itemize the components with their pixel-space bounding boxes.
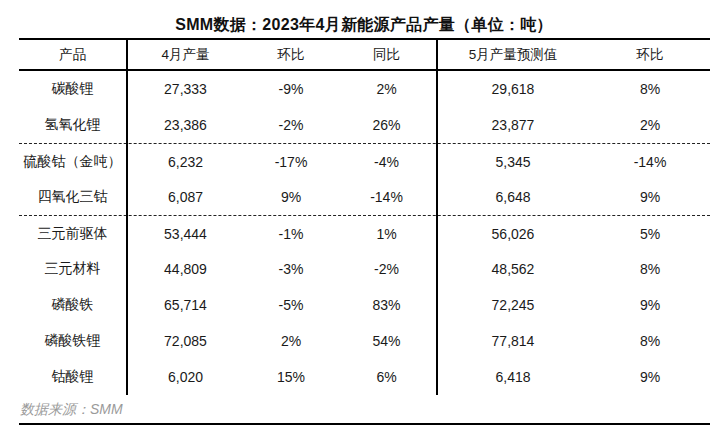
table-row: 磷酸铁锂 72,085 2% 54% 77,814 8% bbox=[19, 323, 710, 359]
may-mom-change: -14% bbox=[590, 154, 710, 170]
april-output: 44,809 bbox=[126, 261, 245, 277]
product-name: 碳酸锂 bbox=[19, 80, 126, 98]
may-forecast: 56,026 bbox=[436, 226, 590, 242]
april-output: 53,444 bbox=[126, 226, 245, 242]
yoy-change: 6% bbox=[337, 369, 436, 385]
header-product: 产品 bbox=[19, 46, 126, 64]
table-row: 钴酸锂 6,020 15% 6% 6,418 9% bbox=[19, 359, 710, 395]
april-output: 65,714 bbox=[126, 297, 245, 313]
bottom-divider bbox=[19, 423, 710, 425]
header-april-output: 4月产量 bbox=[126, 46, 245, 64]
product-name: 氢氧化锂 bbox=[19, 116, 126, 134]
may-mom-change: 9% bbox=[590, 297, 710, 313]
table-row: 三元材料 44,809 -3% -2% 48,562 8% bbox=[19, 251, 710, 287]
may-forecast: 6,418 bbox=[436, 369, 590, 385]
table-row: 碳酸锂 27,333 -9% 2% 29,618 8% bbox=[19, 71, 710, 107]
may-mom-change: 9% bbox=[590, 189, 710, 205]
column-divider-2 bbox=[436, 40, 438, 395]
may-mom-change: 5% bbox=[590, 226, 710, 242]
header-may-mom: 环比 bbox=[590, 46, 710, 64]
yoy-change: 54% bbox=[337, 333, 436, 349]
column-divider-1 bbox=[126, 40, 128, 395]
mom-change: -1% bbox=[245, 226, 337, 242]
table-row: 氢氧化锂 23,386 -2% 26% 23,877 2% bbox=[19, 107, 710, 143]
may-forecast: 23,877 bbox=[436, 117, 590, 133]
mom-change: -9% bbox=[245, 81, 337, 97]
header-mom: 环比 bbox=[245, 46, 337, 64]
april-output: 6,232 bbox=[126, 154, 245, 170]
product-name: 三元材料 bbox=[19, 260, 126, 278]
product-name: 钴酸锂 bbox=[19, 368, 126, 386]
april-output: 6,087 bbox=[126, 189, 245, 205]
table-header-row: 产品 4月产量 环比 同比 5月产量预测值 环比 bbox=[19, 40, 710, 71]
may-forecast: 5,345 bbox=[436, 154, 590, 170]
data-source-note: 数据来源：SMM bbox=[20, 401, 710, 423]
yoy-change: 1% bbox=[337, 226, 436, 242]
table-screenshot: SMM数据：2023年4月新能源产品产量（单位：吨） 产品 4月产量 环比 同比… bbox=[0, 0, 728, 447]
yoy-change: -2% bbox=[337, 261, 436, 277]
april-output: 27,333 bbox=[126, 81, 245, 97]
may-mom-change: 8% bbox=[590, 81, 710, 97]
may-mom-change: 2% bbox=[590, 117, 710, 133]
yoy-change: 26% bbox=[337, 117, 436, 133]
may-forecast: 77,814 bbox=[436, 333, 590, 349]
may-mom-change: 9% bbox=[590, 369, 710, 385]
mom-change: -5% bbox=[245, 297, 337, 313]
product-name: 三元前驱体 bbox=[19, 225, 126, 243]
mom-change: 15% bbox=[245, 369, 337, 385]
product-name: 磷酸铁锂 bbox=[19, 332, 126, 350]
table-row: 磷酸铁 65,714 -5% 83% 72,245 9% bbox=[19, 287, 710, 323]
production-table: 产品 4月产量 环比 同比 5月产量预测值 环比 碳酸锂 27,333 -9% … bbox=[19, 38, 710, 395]
product-name: 硫酸钴（金吨） bbox=[19, 153, 126, 171]
may-forecast: 29,618 bbox=[436, 81, 590, 97]
mom-change: 9% bbox=[245, 189, 337, 205]
april-output: 72,085 bbox=[126, 333, 245, 349]
april-output: 23,386 bbox=[126, 117, 245, 133]
mom-change: 2% bbox=[245, 333, 337, 349]
may-mom-change: 8% bbox=[590, 333, 710, 349]
yoy-change: -4% bbox=[337, 154, 436, 170]
header-may-forecast: 5月产量预测值 bbox=[436, 46, 590, 64]
mom-change: -3% bbox=[245, 261, 337, 277]
may-forecast: 72,245 bbox=[436, 297, 590, 313]
mom-change: -2% bbox=[245, 117, 337, 133]
header-yoy: 同比 bbox=[337, 46, 436, 64]
may-forecast: 6,648 bbox=[436, 189, 590, 205]
product-name: 磷酸铁 bbox=[19, 296, 126, 314]
table-row: 四氧化三钴 6,087 9% -14% 6,648 9% bbox=[19, 179, 710, 215]
product-name: 四氧化三钴 bbox=[19, 188, 126, 206]
may-forecast: 48,562 bbox=[436, 261, 590, 277]
mom-change: -17% bbox=[245, 154, 337, 170]
yoy-change: 83% bbox=[337, 297, 436, 313]
table-row: 三元前驱体 53,444 -1% 1% 56,026 5% bbox=[19, 215, 710, 251]
yoy-change: 2% bbox=[337, 81, 436, 97]
may-mom-change: 8% bbox=[590, 261, 710, 277]
table-row: 硫酸钴（金吨） 6,232 -17% -4% 5,345 -14% bbox=[19, 143, 710, 179]
page-title: SMM数据：2023年4月新能源产品产量（单位：吨） bbox=[0, 0, 728, 38]
yoy-change: -14% bbox=[337, 189, 436, 205]
april-output: 6,020 bbox=[126, 369, 245, 385]
